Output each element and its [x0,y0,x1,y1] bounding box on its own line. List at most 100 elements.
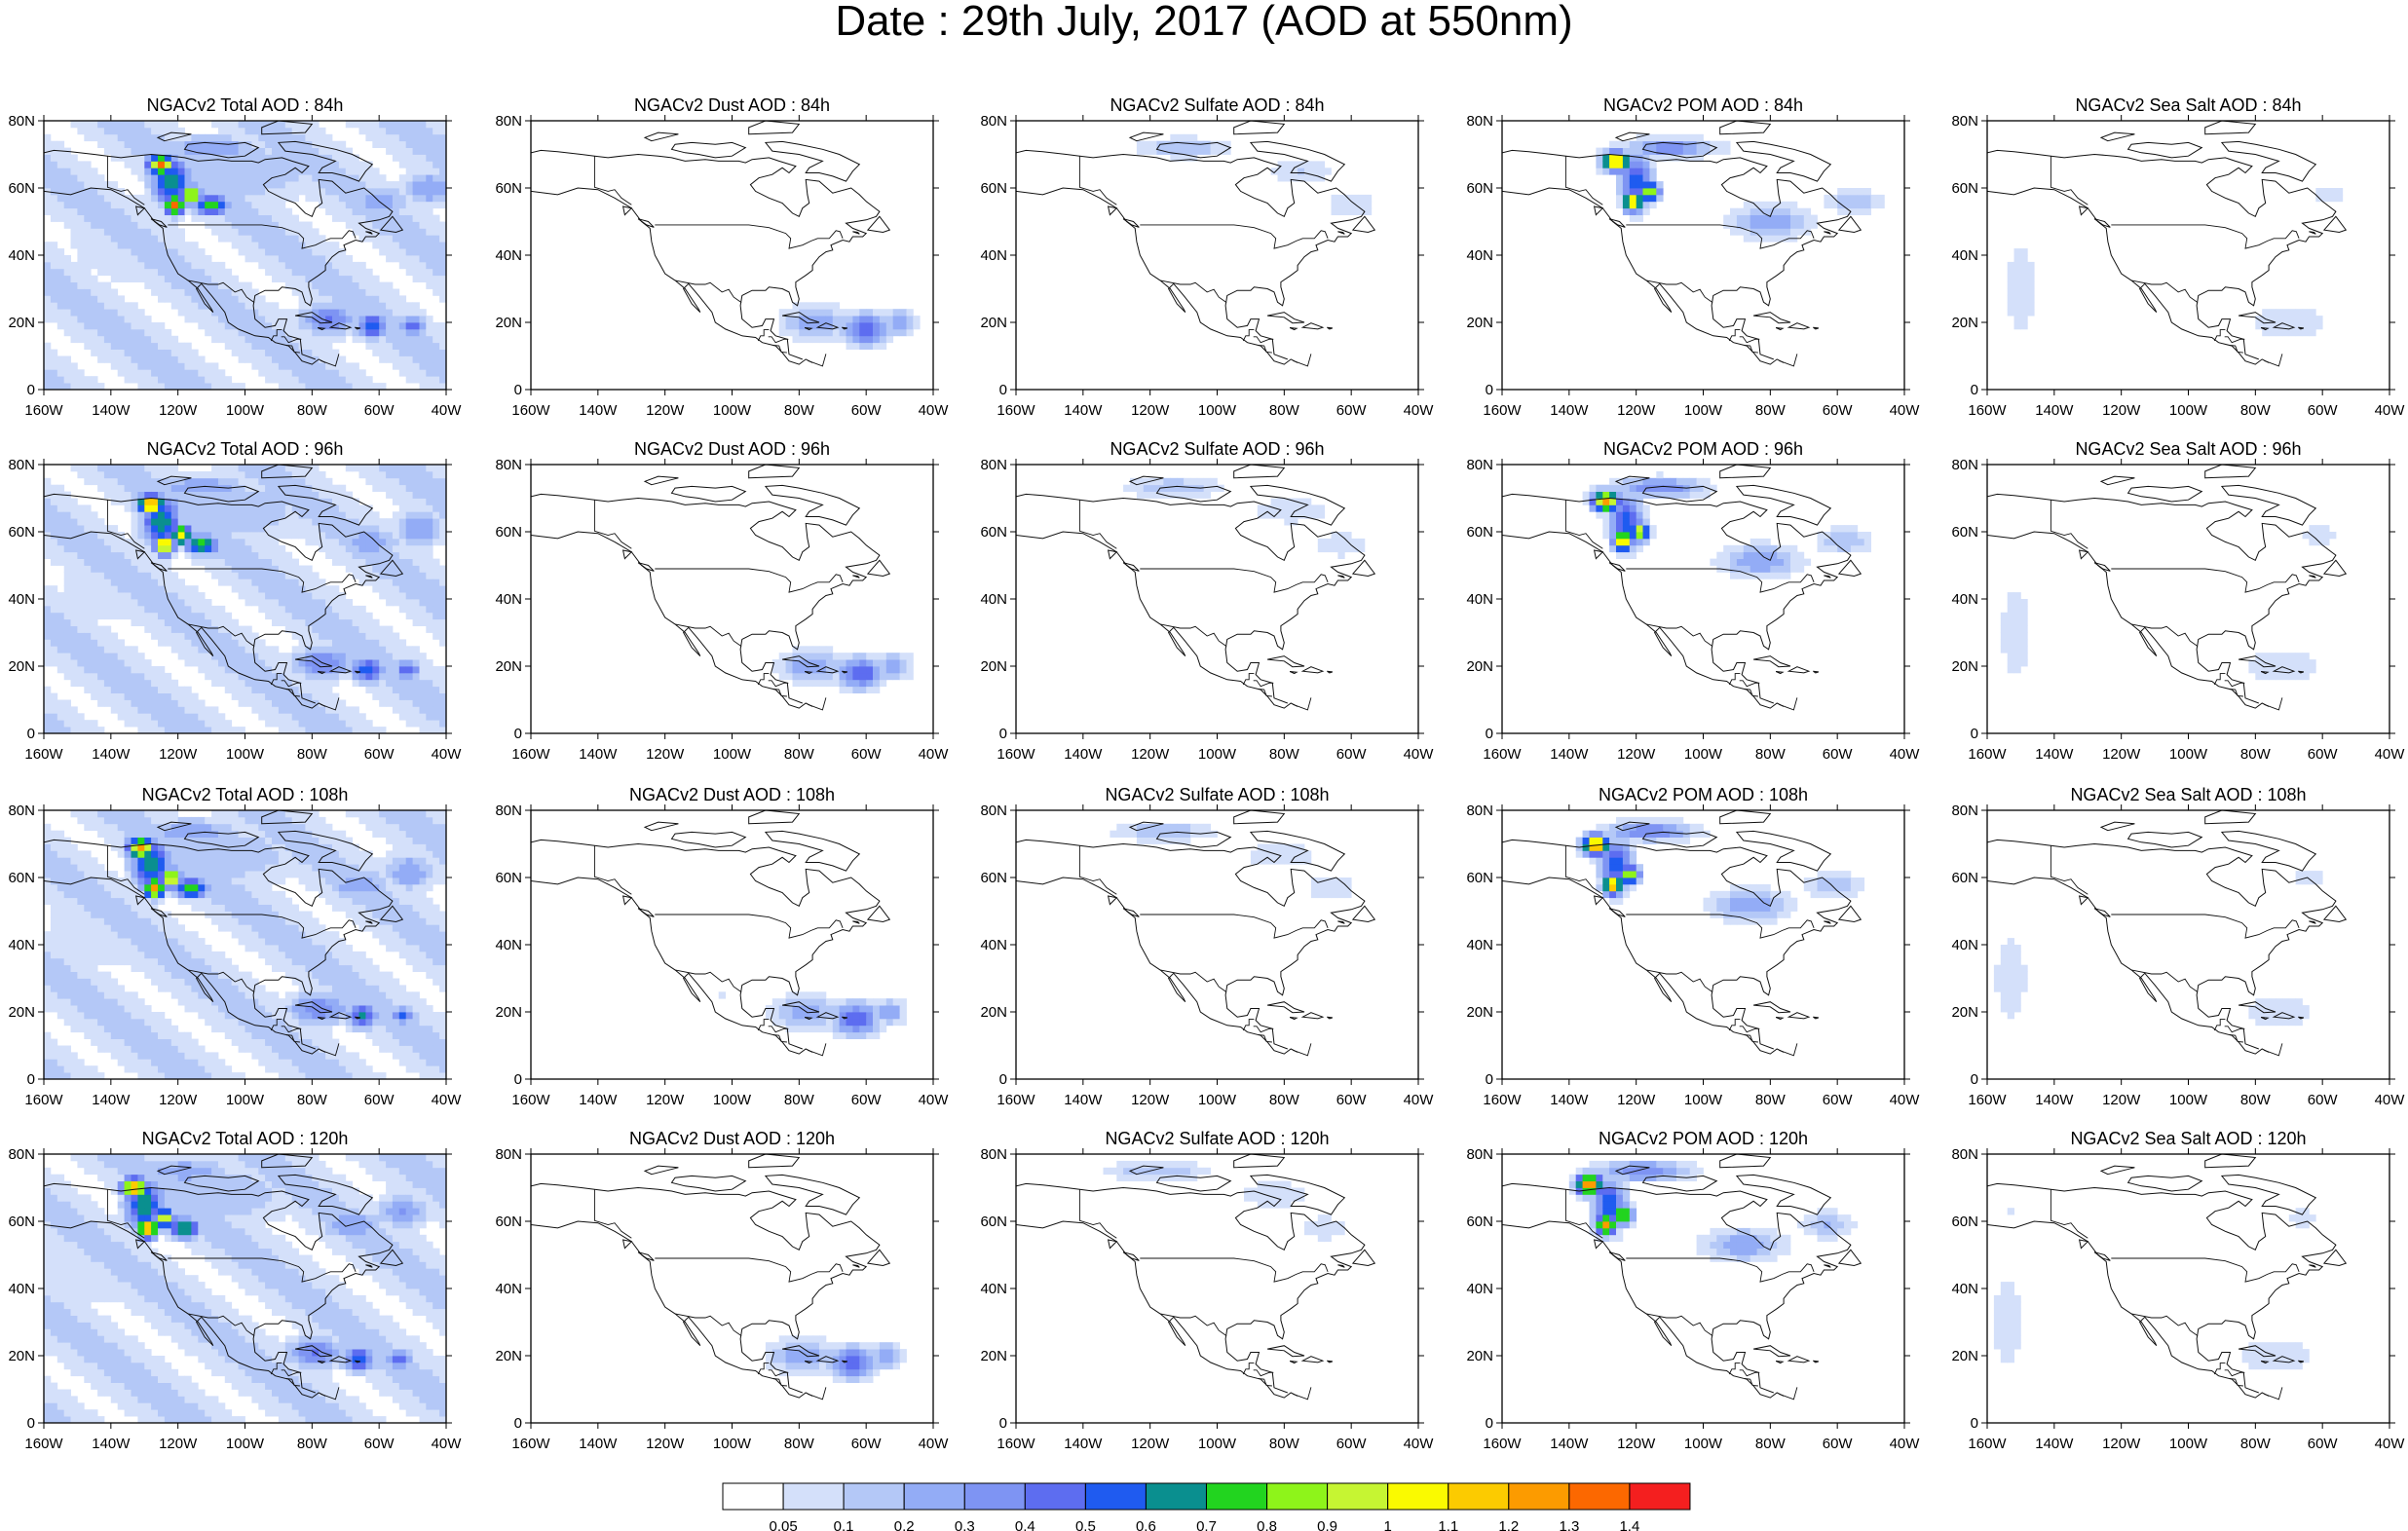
island-outline [2204,465,2257,479]
island-outline [1824,920,1831,924]
island-outline [852,575,860,579]
lon-tick-label: 60W [364,1436,395,1452]
lon-tick-label: 120W [1131,1092,1170,1108]
island-outline [1593,895,1604,906]
lon-tick-label: 80W [2240,1436,2272,1452]
country-border [2213,1019,2226,1031]
country-border [757,329,770,342]
lon-tick-label: 140W [2035,1436,2074,1452]
country-border [808,697,827,711]
island-outline [1233,1154,1286,1169]
country-border [1258,1034,1272,1043]
lat-tick-label: 40N [980,591,1007,608]
coastline [1502,1182,1852,1394]
colorbar-swatch [782,1482,845,1511]
island-outline [1249,140,1346,182]
island-outline [1775,1017,1785,1021]
island-outline [2099,475,2135,486]
island-outline [379,559,404,578]
coastline [1502,187,1785,365]
country-border [1293,697,1312,711]
lat-tick-label: 60N [1466,1214,1493,1230]
lon-tick-label: 160W [1483,402,1522,419]
lat-tick-label: 20N [1466,315,1493,331]
island-outline [379,1249,404,1267]
country-border [270,1019,282,1031]
island-outline [261,810,314,825]
lat-tick-label: 0 [514,1071,522,1088]
lat-tick-label: 60N [1466,870,1493,886]
island-outline [1337,920,1345,924]
island-outline [2239,1345,2276,1358]
lon-tick-label: 80W [784,746,815,763]
country-border [270,1363,282,1375]
lat-tick-label: 0 [1486,1071,1493,1088]
island-outline [328,322,353,330]
country-border [1728,329,1741,342]
country-border [1258,345,1272,354]
island-outline [365,1264,373,1268]
island-outline [2078,549,2089,560]
island-outline [134,1239,146,1250]
country-border [655,224,844,249]
country-border [772,1378,787,1387]
colorbar: 0.05 0.1 0.2 0.3 0.4 0.5 0.6 0.7 0.8 0.9 1 1.1 1.2 1.… [722,1482,1691,1531]
lat-tick-label: 60N [1951,1214,1978,1230]
lon-tick-label: 40W [2375,746,2406,763]
lon-tick-label: 60W [1823,1436,1854,1452]
country-border [1293,1043,1312,1057]
island-outline [379,215,404,234]
country-border [285,345,300,354]
island-outline [852,231,860,235]
island-outline [2126,831,2203,848]
country-border [1728,1019,1741,1031]
map-panel: NGACv2 POM AOD : 84h 160W 140W 120W 100W 80W 6… [1466,95,1920,419]
country-border [1242,673,1255,686]
map-panel: NGACv2 Sea Salt AOD : 84h 160W 140W 120W 100… [1951,95,2405,419]
lon-tick-label: 80W [1755,746,1787,763]
country-border [1293,354,1312,367]
aod-field [1987,121,2389,390]
aod-field [44,121,446,390]
lat-tick-label: 0 [1971,382,1978,398]
country-border [1159,623,1227,647]
aod-field [1502,465,1904,733]
colorbar-label: 0.3 [955,1518,975,1531]
island-outline [1735,484,1832,526]
island-outline [365,920,373,924]
lat-tick-label: 80N [8,803,35,819]
island-outline [1300,666,1325,674]
country-border [320,1043,340,1057]
lon-tick-label: 160W [24,1436,63,1452]
coastline [531,1220,813,1399]
island-outline [1641,1175,1718,1192]
country-border [1140,568,1329,593]
country-border [106,1189,145,1239]
country-border [593,500,632,549]
map-panel: NGACv2 Sulfate AOD : 96h 160W 140W 120W 100W… [980,439,1434,763]
panel-title: NGACv2 Sulfate AOD : 120h [1105,1129,1329,1148]
island-outline [1753,1001,1791,1014]
coastline [1987,877,2270,1055]
lon-tick-label: 100W [1198,402,1237,419]
coastline [1987,531,2270,709]
island-outline [1753,1345,1791,1358]
country-border [281,336,302,344]
country-border [1078,156,1117,205]
colorbar-label: 1.3 [1559,1518,1579,1531]
country-border [1258,1378,1272,1387]
lon-tick-label: 160W [1968,1436,2007,1452]
lon-tick-label: 160W [511,746,550,763]
island-outline [764,140,861,182]
lon-tick-label: 160W [997,1092,1035,1108]
island-outline [1775,1361,1785,1364]
island-outline [156,1165,192,1176]
lon-tick-label: 40W [1890,1092,1921,1108]
lon-tick-label: 140W [579,1436,618,1452]
island-outline [637,908,655,917]
country-border [768,1369,789,1377]
lon-tick-label: 80W [297,1092,328,1108]
lon-tick-label: 100W [2169,1092,2208,1108]
island-outline [852,920,860,924]
lon-tick-label: 80W [1269,1436,1300,1452]
